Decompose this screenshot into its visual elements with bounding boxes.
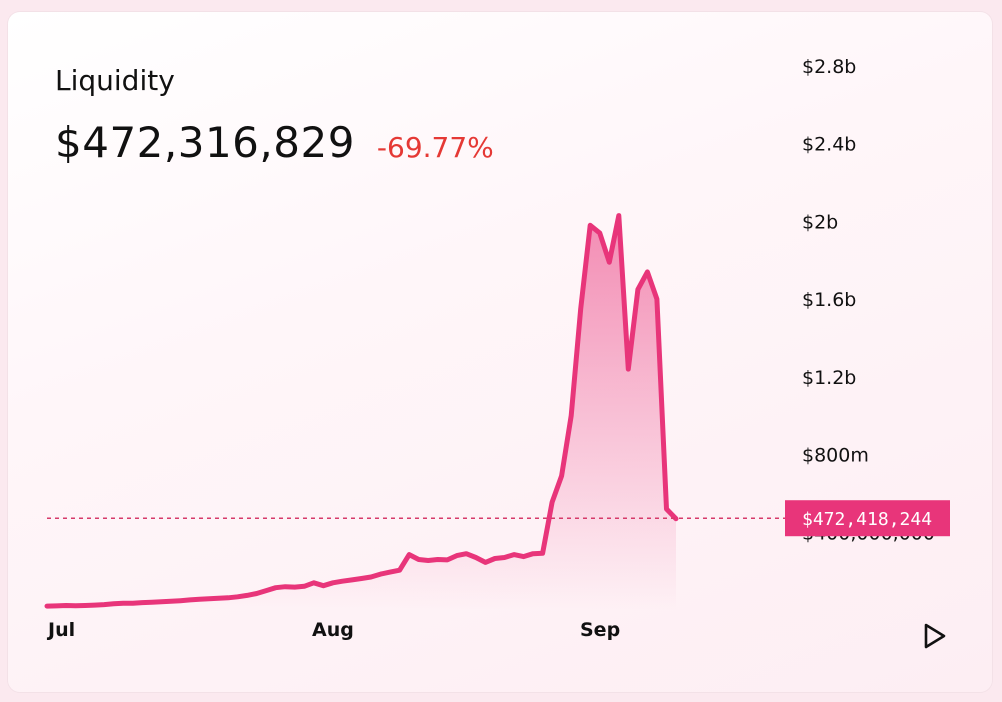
crosshair-value-label: $472,418,244 [802,509,932,530]
percent-change: -69.77% [376,131,494,164]
crosshair: $472,418,244 [47,500,950,537]
value-row: $472,316,829 -69.77% [55,118,494,167]
current-value: $472,316,829 [55,118,355,167]
y-tick-label: $2.8b [802,56,856,78]
y-tick-label: $800m [802,445,869,467]
y-tick-label: $1.2b [802,367,856,389]
series-line [44,213,679,609]
y-axis: $2.8b$2.4b$2b$1.6b$1.2b$800m$400,000,000 [802,56,935,544]
y-tick-label: $2.4b [802,134,856,156]
x-tick-label: Aug [312,619,354,641]
series-area [47,215,676,610]
x-tick-label: Sep [580,619,620,641]
play-icon [924,623,946,649]
x-tick-label: Jul [46,619,75,641]
x-axis: Jul Aug Sep [46,619,620,641]
y-tick-label: $1.6b [802,289,856,311]
plot-area [44,213,679,610]
crosshair-tag [785,500,950,537]
y-tick-label: $2b [802,211,838,233]
chart-title: Liquidity [55,64,175,97]
play-button[interactable] [917,618,953,654]
